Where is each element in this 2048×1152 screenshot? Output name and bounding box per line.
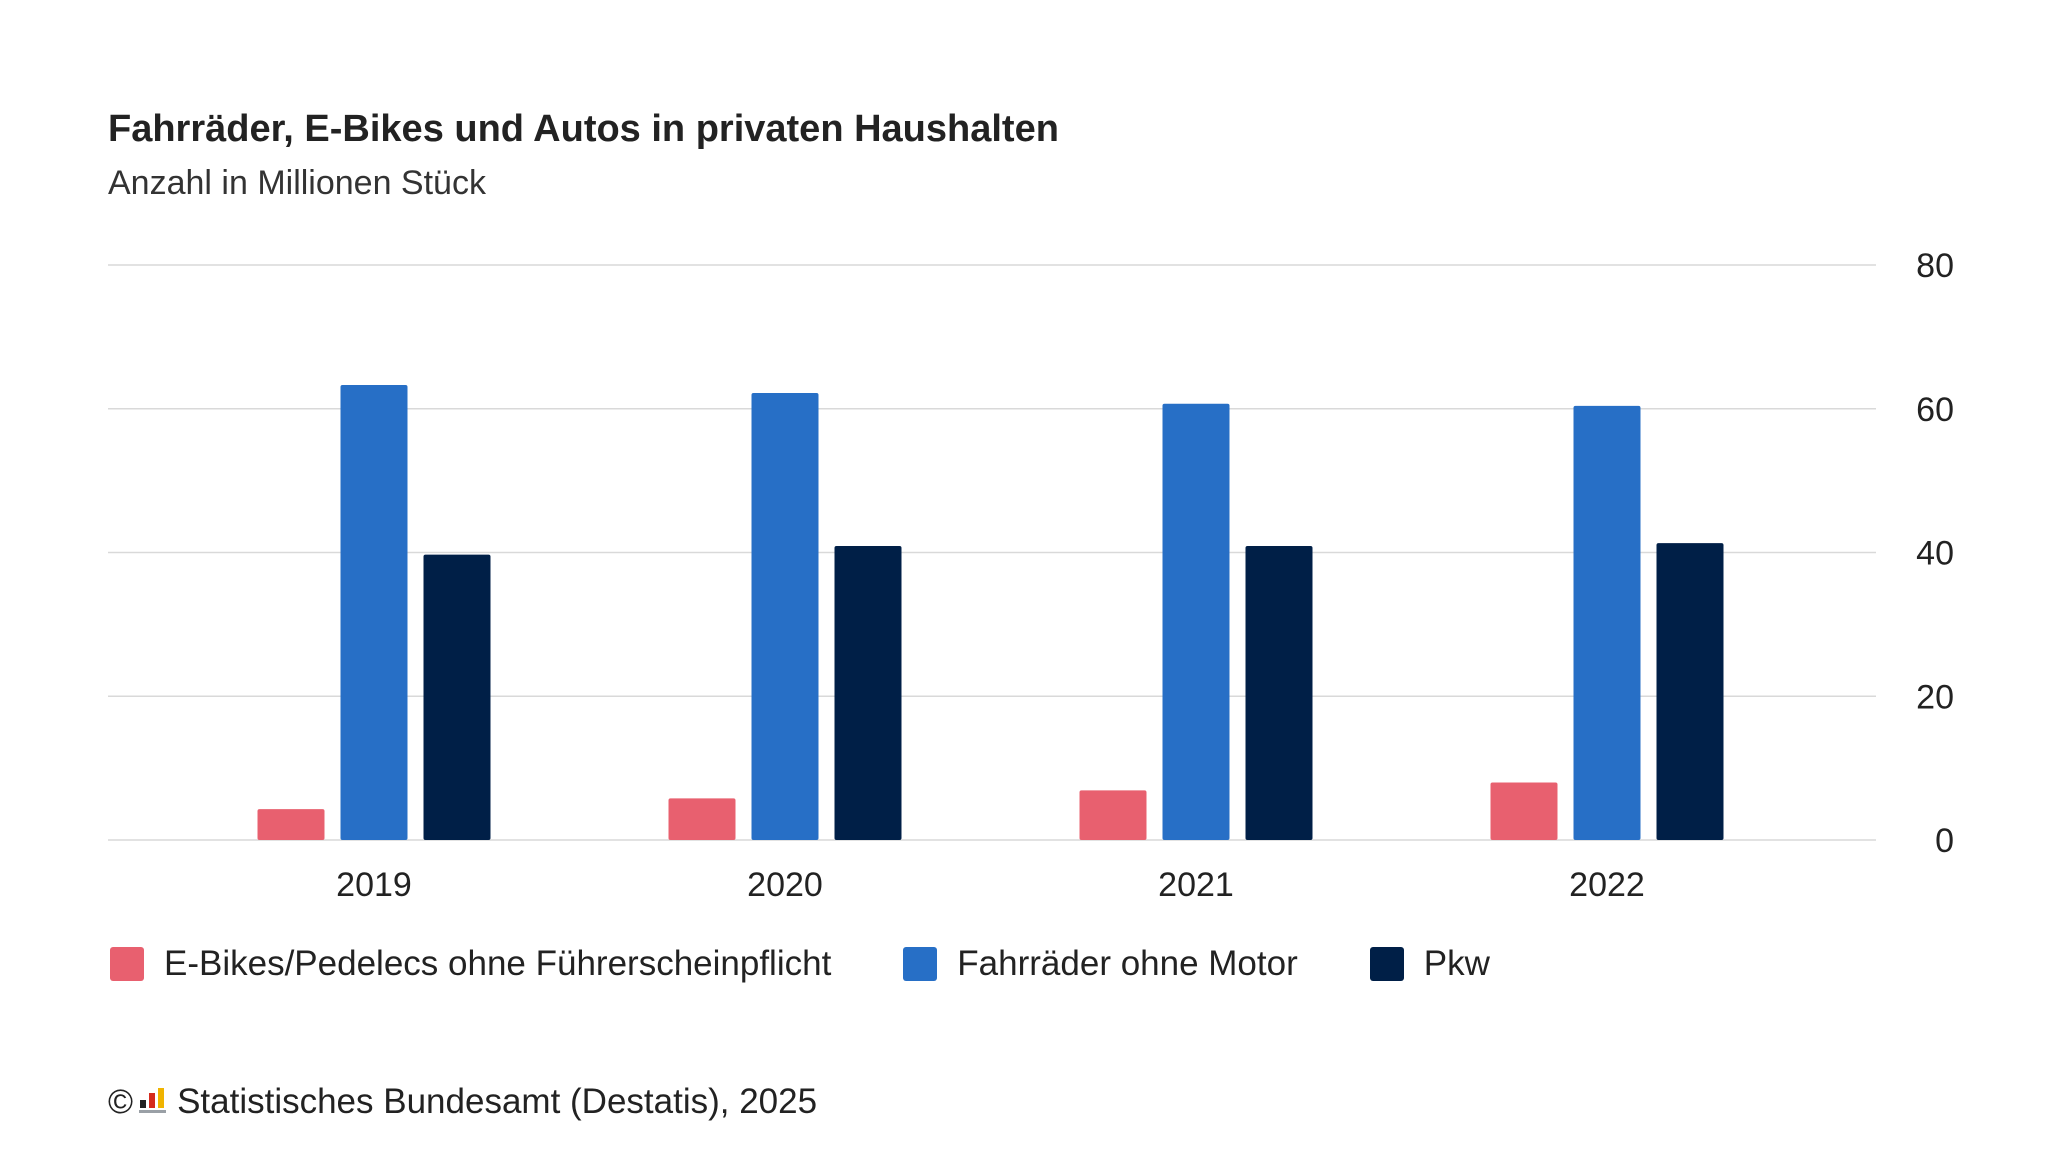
y-tick-label: 0 <box>1935 822 1954 860</box>
chart-subtitle: Anzahl in Millionen Stück <box>108 164 486 202</box>
legend-swatch <box>903 947 938 981</box>
y-tick-label: 20 <box>1916 678 1954 716</box>
pkw-bar-2022 <box>1656 543 1724 840</box>
ebikes-bar-2021 <box>1079 790 1147 840</box>
legend-label: Pkw <box>1423 944 1490 983</box>
source-line: © Statistisches Bundesamt (Destatis), 20… <box>108 1082 817 1122</box>
legend-label: Fahrräder ohne Motor <box>957 944 1298 983</box>
copyright-icon: © <box>108 1082 134 1121</box>
y-tick-label: 40 <box>1916 535 1954 573</box>
bar-chart: 0 20 40 60 80 2019 2020 2021 2022 <box>108 247 1954 904</box>
ebikes-bar-2022 <box>1490 782 1558 840</box>
source-text: Statistisches Bundesamt (Destatis), 2025 <box>177 1082 818 1121</box>
legend-item: Fahrräder ohne Motor <box>903 944 1298 984</box>
legend-item: Pkw <box>1369 944 1490 984</box>
x-tick-label: 2022 <box>1569 866 1645 904</box>
fahrraeder-bar-2021 <box>1162 403 1230 840</box>
legend-label: E-Bikes/Pedelecs ohne Führerscheinpflich… <box>164 944 832 983</box>
pkw-bar-2020 <box>834 546 902 840</box>
x-axis-ticks: 2019 2020 2021 2022 <box>336 866 1645 904</box>
pkw-bar-2019 <box>423 554 491 840</box>
legend-swatch <box>110 947 144 981</box>
pkw-bar-2021 <box>1245 546 1313 840</box>
legend: E-Bikes/Pedelecs ohne Führerscheinpflich… <box>110 944 1562 984</box>
chart-title: Fahrräder, E-Bikes und Autos in privaten… <box>108 108 1059 150</box>
y-tick-label: 60 <box>1916 391 1954 429</box>
x-tick-label: 2021 <box>1158 866 1234 904</box>
ebikes-bar-2020 <box>668 798 736 840</box>
y-axis-ticks: 0 20 40 60 80 <box>1916 247 1954 860</box>
fahrraeder-bar-2019 <box>340 385 408 840</box>
destatis-logo-icon <box>139 1088 167 1113</box>
fahrraeder-bar-2020 <box>751 392 819 840</box>
legend-item: E-Bikes/Pedelecs ohne Führerscheinpflich… <box>110 944 831 984</box>
ebikes-bar-2019 <box>257 809 325 840</box>
x-tick-label: 2019 <box>336 866 412 904</box>
bars <box>257 385 1724 840</box>
y-tick-label: 80 <box>1916 247 1954 285</box>
x-tick-label: 2020 <box>747 866 823 904</box>
legend-swatch <box>1369 947 1404 981</box>
fahrraeder-bar-2022 <box>1573 405 1641 840</box>
